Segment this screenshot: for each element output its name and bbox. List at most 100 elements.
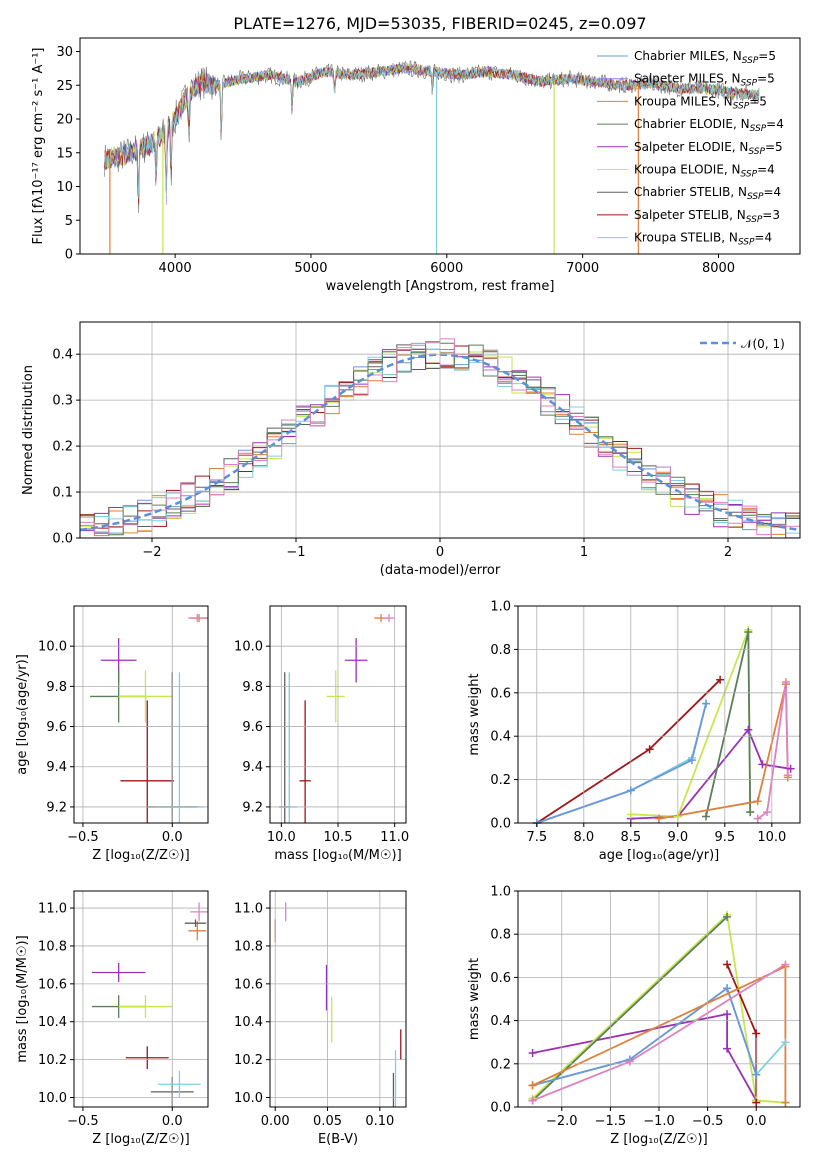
weight-marker xyxy=(702,699,710,708)
tick-label-y: 0.2 xyxy=(490,773,511,788)
tick-label-x: 8.0 xyxy=(573,830,594,845)
tick-label-y: 15 xyxy=(56,146,73,161)
tick-label-y: 9.4 xyxy=(46,760,67,775)
tick-label-x: −1.0 xyxy=(643,1114,675,1129)
plot-area xyxy=(90,614,208,823)
legend: Chabrier MILES, NSSP=5 Salpeter MILES, NS… xyxy=(597,49,784,248)
legend-label: Salpeter ELODIE, NSSP=5 xyxy=(634,140,783,157)
tick-label-x: 5000 xyxy=(294,261,327,276)
tick-label-x: −0.5 xyxy=(67,830,99,845)
tick-label-x: 10.5 xyxy=(324,830,353,845)
tick-label-y: 0.8 xyxy=(490,928,511,943)
tick-label-y: 10.2 xyxy=(234,1053,263,1068)
tick-label-x: 6000 xyxy=(430,261,463,276)
weight-marker xyxy=(528,1096,537,1105)
weight-marker xyxy=(781,960,790,969)
tick-label-y: 0.0 xyxy=(52,532,73,547)
tick-label-y: 30 xyxy=(56,45,73,60)
x-axis-label: E(B-V) xyxy=(318,1132,358,1147)
tick-label-y: 10.8 xyxy=(38,939,67,954)
weight-marker xyxy=(528,1049,537,1057)
tick-label-x: 7000 xyxy=(566,261,599,276)
weight-marker xyxy=(723,1010,732,1019)
weight-marker xyxy=(752,1070,761,1079)
y-axis-label: mass weight xyxy=(467,673,482,755)
tick-label-x: 2 xyxy=(724,545,732,560)
panel-weight_vs_age: 7.5 8.0 8.5 9.0 9.5 10.0 0.0 0.2 0.4 0.6 0.8 1.0 age… xyxy=(467,600,801,863)
weight-marker xyxy=(753,797,762,806)
tick-label-y: 25 xyxy=(56,79,73,94)
weight-marker xyxy=(626,786,635,795)
weight-marker xyxy=(783,771,792,780)
tick-label-x: 9.5 xyxy=(714,830,735,845)
tick-label-y: 9.4 xyxy=(242,760,263,775)
tick-label-x: −2 xyxy=(142,545,161,560)
weight-marker xyxy=(655,814,663,823)
tick-label-y: 11.0 xyxy=(234,902,263,917)
weight-series-0 xyxy=(532,1013,757,1101)
panel-weight_vs_Z: −2.0 −1.5 −1.0 −0.5 0.0 0.0 0.2 0.4 0.6 0.8 1.0 Z [… xyxy=(467,885,801,1147)
tick-label-x: 10.0 xyxy=(267,830,296,845)
tick-label-y: 9.8 xyxy=(242,680,263,695)
x-axis-label: age [log₁₀(age/yr)] xyxy=(599,848,720,863)
y-axis-label: age [log₁₀(age/yr)] xyxy=(15,654,30,775)
weight-marker xyxy=(781,1038,790,1047)
tick-label-y: 1.0 xyxy=(490,885,511,900)
tick-label-y: 9.2 xyxy=(46,800,67,815)
panel-age_vs_Z: −0.5 0.0 9.2 9.4 9.6 9.8 10.0 Z [log₁₀(Z/Z☉)] ag… xyxy=(15,605,209,863)
tick-label-x: 4000 xyxy=(159,261,192,276)
tick-label-y: 0.8 xyxy=(490,643,511,658)
weight-marker xyxy=(723,1044,732,1053)
tick-label-y: 0.1 xyxy=(52,486,73,501)
weight-marker xyxy=(716,675,725,684)
tick-label-y: 10.0 xyxy=(38,1091,67,1106)
weight-marker xyxy=(626,810,635,819)
panel-mass_vs_Z: −0.5 0.0 10.0 10.2 10.4 10.6 10.8 11.0 Z [log₁₀(… xyxy=(15,890,209,1147)
axes-frame xyxy=(517,605,801,824)
tick-label-y: 0.2 xyxy=(52,440,73,455)
x-axis-label: Z [log₁₀(Z/Z☉)] xyxy=(92,848,189,863)
legend-label: Kroupa MILES, NSSP=5 xyxy=(634,94,767,111)
weight-marker xyxy=(528,1081,537,1090)
tick-label-y: 10.0 xyxy=(38,640,67,655)
tick-label-y: 10 xyxy=(56,180,73,195)
axes-frame xyxy=(73,605,209,824)
weight-marker xyxy=(752,1098,761,1107)
tick-label-x: 8.5 xyxy=(620,830,641,845)
legend-label: Kroupa STELIB, NSSP=4 xyxy=(634,231,772,248)
panel-spectrum: 4000 5000 6000 7000 8000 0 5 10 15 20 25 30 waveleng… xyxy=(31,14,801,294)
tick-label-x: 8000 xyxy=(702,261,735,276)
tick-label-y: 5 xyxy=(65,214,73,229)
tick-label-y: 0.4 xyxy=(52,348,73,363)
weight-marker xyxy=(744,725,753,734)
tick-label-y: 10.0 xyxy=(234,1091,263,1106)
weight-marker xyxy=(746,808,755,817)
weight-marker xyxy=(781,1098,790,1107)
tick-label-y: 9.6 xyxy=(46,720,67,735)
weight-series-1 xyxy=(536,703,707,823)
y-axis-label: mass weight xyxy=(467,958,482,1040)
tick-label-y: 20 xyxy=(56,113,73,128)
tick-label-y: 0.6 xyxy=(490,686,511,701)
weight-marker xyxy=(753,814,762,823)
tick-label-y: 9.8 xyxy=(46,680,67,695)
legend-label: Chabrier MILES, NSSP=5 xyxy=(634,49,776,66)
tick-label-x: 0.0 xyxy=(746,1114,767,1129)
weight-marker xyxy=(723,960,732,969)
tick-label-y: 10.8 xyxy=(234,939,263,954)
tick-label-y: 0.4 xyxy=(490,1014,511,1029)
panel-mass_vs_EBV: 0.00 0.05 0.10 10.0 10.2 10.4 10.6 10.8 11.0 E(B-… xyxy=(234,890,407,1147)
weight-series-7 xyxy=(757,681,789,820)
tick-label-x: −0.5 xyxy=(67,1114,99,1129)
weight-marker xyxy=(781,677,790,686)
tick-label-y: 9.2 xyxy=(242,800,263,815)
weight-series-1 xyxy=(531,912,786,1104)
tick-label-y: 0.0 xyxy=(490,817,511,832)
weight-series-0 xyxy=(536,679,721,823)
tick-label-y: 0.2 xyxy=(490,1057,511,1072)
tick-label-x: −1 xyxy=(286,545,305,560)
axes-frame xyxy=(73,890,209,1108)
tick-label-y: 1.0 xyxy=(490,600,511,615)
panel-residuals: −2 −1 0 1 2 0.0 0.1 0.2 0.3 0.4 (data-model)/error… xyxy=(21,321,801,578)
plot-area xyxy=(536,629,791,823)
